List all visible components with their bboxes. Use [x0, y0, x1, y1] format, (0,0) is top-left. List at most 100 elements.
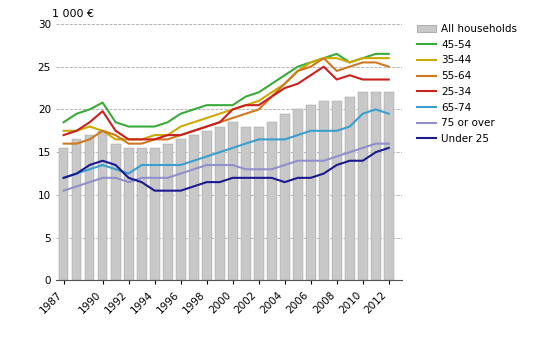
55-64 [242, 111, 249, 116]
25-34 [60, 133, 67, 137]
45-54 [217, 103, 223, 107]
Under 25 [217, 180, 223, 184]
Under 25 [177, 189, 184, 193]
55-64 [372, 61, 379, 65]
65-74 [307, 129, 314, 133]
75 or over [229, 163, 236, 167]
65-74 [256, 137, 262, 142]
45-54 [164, 120, 171, 124]
55-64 [386, 65, 392, 69]
45-54 [126, 124, 132, 129]
Bar [163, 144, 172, 280]
65-74 [372, 107, 379, 111]
25-34 [164, 133, 171, 137]
35-44 [73, 129, 80, 133]
Bar [241, 127, 251, 280]
35-44 [203, 116, 210, 120]
65-74 [177, 163, 184, 167]
Under 25 [99, 159, 106, 163]
Under 25 [295, 176, 301, 180]
65-74 [242, 142, 249, 146]
55-64 [99, 129, 106, 133]
55-64 [86, 137, 93, 142]
25-34 [112, 129, 119, 133]
75 or over [138, 176, 145, 180]
75 or over [359, 146, 366, 150]
Bar [150, 148, 160, 280]
35-44 [190, 120, 197, 124]
Bar [371, 92, 381, 280]
Under 25 [138, 180, 145, 184]
25-34 [203, 124, 210, 129]
35-44 [177, 124, 184, 129]
Under 25 [242, 176, 249, 180]
65-74 [347, 124, 353, 129]
55-64 [73, 142, 80, 146]
55-64 [333, 69, 340, 73]
Bar [345, 96, 355, 280]
25-34 [73, 129, 80, 133]
Under 25 [359, 159, 366, 163]
65-74 [138, 163, 145, 167]
Bar [98, 131, 108, 280]
55-64 [256, 107, 262, 111]
25-34 [126, 137, 132, 142]
75 or over [268, 167, 275, 171]
Bar [319, 101, 329, 280]
Under 25 [386, 146, 392, 150]
55-64 [190, 129, 197, 133]
Under 25 [126, 176, 132, 180]
Under 25 [164, 189, 171, 193]
55-64 [126, 142, 132, 146]
Under 25 [281, 180, 288, 184]
35-44 [242, 103, 249, 107]
35-44 [268, 90, 275, 94]
75 or over [295, 159, 301, 163]
Line: 35-44: 35-44 [64, 58, 389, 140]
65-74 [126, 172, 132, 176]
Under 25 [86, 163, 93, 167]
75 or over [242, 167, 249, 171]
65-74 [333, 129, 340, 133]
65-74 [268, 137, 275, 142]
Bar [176, 140, 185, 280]
Under 25 [256, 176, 262, 180]
Under 25 [190, 184, 197, 188]
Bar [215, 127, 224, 280]
55-64 [281, 82, 288, 86]
45-54 [307, 61, 314, 65]
Under 25 [268, 176, 275, 180]
25-34 [86, 120, 93, 124]
35-44 [307, 61, 314, 65]
35-44 [112, 137, 119, 142]
Under 25 [60, 176, 67, 180]
35-44 [333, 56, 340, 60]
25-34 [386, 78, 392, 82]
45-54 [320, 56, 327, 60]
25-34 [177, 133, 184, 137]
45-54 [177, 111, 184, 116]
65-74 [60, 176, 67, 180]
65-74 [386, 111, 392, 116]
45-54 [268, 82, 275, 86]
25-34 [320, 65, 327, 69]
65-74 [217, 150, 223, 154]
35-44 [126, 137, 132, 142]
35-44 [320, 56, 327, 60]
65-74 [203, 155, 210, 159]
75 or over [177, 172, 184, 176]
35-44 [256, 99, 262, 103]
75 or over [217, 163, 223, 167]
35-44 [295, 69, 301, 73]
25-34 [333, 78, 340, 82]
55-64 [295, 69, 301, 73]
55-64 [164, 137, 171, 142]
55-64 [177, 133, 184, 137]
Under 25 [307, 176, 314, 180]
Bar [267, 122, 277, 280]
65-74 [359, 111, 366, 116]
45-54 [333, 52, 340, 56]
55-64 [203, 124, 210, 129]
65-74 [112, 167, 119, 171]
75 or over [73, 184, 80, 188]
